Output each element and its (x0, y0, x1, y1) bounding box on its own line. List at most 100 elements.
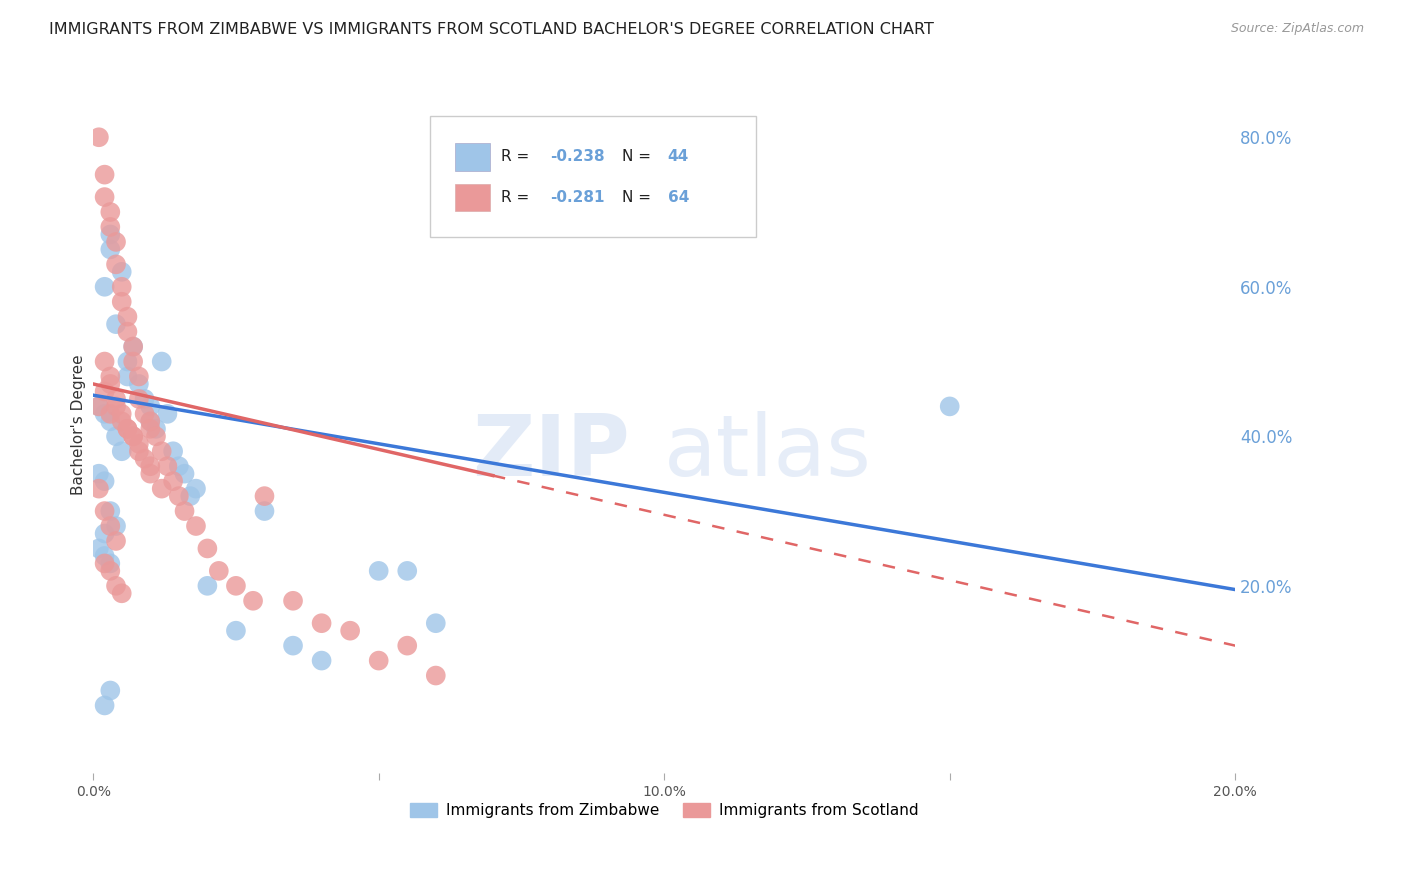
Point (98, 414, 121, 428)
Point (93, 549, 115, 563)
Point (111, 444, 134, 458)
Point (117, 422, 139, 436)
Point (122, 340, 145, 354)
Point (93, 526, 115, 541)
Point (128, 437, 150, 451)
Text: -0.238: -0.238 (550, 148, 605, 163)
Point (139, 400, 162, 414)
Text: R =: R = (501, 190, 534, 205)
Point (87, 541, 110, 556)
Point (98, 243, 121, 257)
Point (98, 519, 121, 533)
Point (105, 400, 128, 414)
Point (128, 376, 150, 391)
Point (139, 414, 162, 428)
Text: N =: N = (621, 148, 655, 163)
Point (173, 467, 195, 481)
Point (98, 205, 121, 219)
Point (87, 130, 110, 145)
Point (150, 354, 173, 368)
FancyBboxPatch shape (456, 184, 491, 211)
Point (139, 422, 162, 436)
Point (98, 376, 121, 391)
Point (184, 519, 207, 533)
Point (197, 579, 219, 593)
Point (98, 504, 121, 518)
Point (139, 467, 162, 481)
Point (87, 467, 110, 481)
Text: ZIP: ZIP (472, 411, 630, 494)
Point (339, 624, 361, 638)
Text: atlas: atlas (664, 411, 872, 494)
Point (253, 489, 276, 503)
Point (93, 384, 115, 399)
Point (139, 459, 162, 474)
Point (139, 414, 162, 428)
Point (93, 354, 115, 368)
Point (128, 392, 150, 406)
Point (105, 519, 128, 533)
FancyBboxPatch shape (456, 144, 491, 171)
Point (105, 429, 128, 443)
Point (93, 698, 115, 713)
Point (87, 400, 110, 414)
Point (134, 392, 156, 406)
Point (93, 190, 115, 204)
Point (425, 616, 447, 631)
Point (105, 235, 128, 249)
Point (98, 227, 121, 242)
Y-axis label: Bachelor's Degree: Bachelor's Degree (72, 355, 86, 495)
Point (122, 429, 145, 443)
Point (197, 541, 219, 556)
Point (117, 354, 139, 368)
Point (311, 616, 333, 631)
Point (184, 482, 207, 496)
Point (98, 369, 121, 384)
Point (111, 279, 134, 293)
Point (242, 594, 264, 608)
Point (93, 407, 115, 421)
Point (111, 294, 134, 309)
Point (938, 400, 960, 414)
Point (281, 594, 304, 608)
Text: 64: 64 (668, 190, 689, 205)
Point (208, 564, 231, 578)
Text: N =: N = (621, 190, 655, 205)
Point (150, 482, 173, 496)
Point (98, 407, 121, 421)
Text: -0.281: -0.281 (550, 190, 605, 205)
Point (105, 257, 128, 271)
Point (93, 168, 115, 182)
Point (122, 429, 145, 443)
Point (253, 504, 276, 518)
Point (105, 317, 128, 331)
Point (93, 474, 115, 488)
Point (93, 504, 115, 518)
Legend: Immigrants from Zimbabwe, Immigrants from Scotland: Immigrants from Zimbabwe, Immigrants fro… (404, 797, 925, 824)
Text: Source: ZipAtlas.com: Source: ZipAtlas.com (1230, 22, 1364, 36)
Point (105, 579, 128, 593)
Point (87, 400, 110, 414)
Point (134, 451, 156, 466)
Point (167, 459, 190, 474)
Point (117, 310, 139, 324)
Point (87, 482, 110, 496)
Point (111, 586, 134, 600)
Point (225, 579, 247, 593)
Point (134, 407, 156, 421)
Point (396, 639, 419, 653)
Point (162, 444, 184, 458)
Point (225, 624, 247, 638)
Point (150, 444, 173, 458)
Point (98, 557, 121, 571)
Point (117, 422, 139, 436)
Text: 44: 44 (668, 148, 689, 163)
Point (173, 504, 195, 518)
Point (145, 429, 167, 443)
Point (111, 414, 134, 428)
Point (311, 654, 333, 668)
Point (396, 564, 419, 578)
Point (117, 325, 139, 339)
Point (162, 474, 184, 488)
Point (98, 564, 121, 578)
